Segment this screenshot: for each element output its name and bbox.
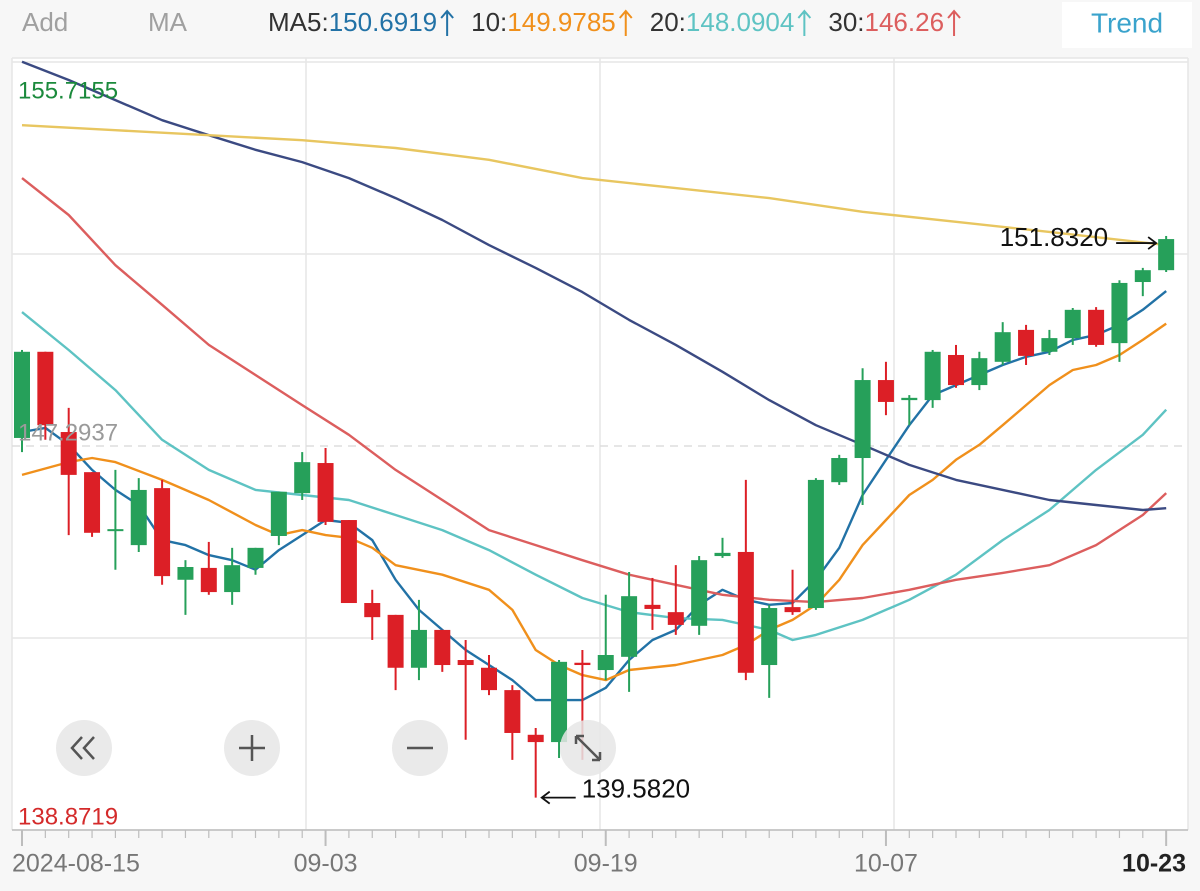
candle-body xyxy=(364,603,381,618)
candle-body xyxy=(737,551,754,673)
candle-body xyxy=(994,332,1011,362)
candle-body xyxy=(1111,282,1128,344)
candle-body xyxy=(807,479,824,609)
fullscreen-icon xyxy=(574,734,602,762)
labels: 138.8719 147.2937 155.7155 139.5820 151.8320 xyxy=(18,77,1158,830)
candle-body xyxy=(1088,309,1105,345)
candle-body xyxy=(551,661,568,743)
candle-body xyxy=(621,596,638,657)
ma-line xyxy=(21,60,1167,512)
candle-body xyxy=(948,354,964,386)
candle-body xyxy=(901,397,918,401)
legend-arrow xyxy=(618,9,633,36)
candle-body xyxy=(761,608,778,666)
last-arrow xyxy=(1116,236,1158,250)
x-tick-label: 09-03 xyxy=(294,850,358,878)
legend-arrow xyxy=(947,9,961,36)
candle-body xyxy=(84,472,101,533)
candle-body xyxy=(831,458,848,483)
candle-body xyxy=(410,629,427,668)
x-tick-label: 2024-08-15 xyxy=(12,850,140,878)
candle-body xyxy=(481,667,497,691)
controls xyxy=(56,720,616,776)
last-label: 151.8320 xyxy=(1000,222,1108,252)
candle-body xyxy=(200,567,217,593)
candle-body xyxy=(877,380,894,402)
candle-body xyxy=(1018,329,1035,356)
candle-body xyxy=(107,529,124,532)
candle-body xyxy=(37,351,54,426)
legend-arrow xyxy=(440,9,454,36)
ma-button[interactable]: MA xyxy=(148,7,188,37)
candle-body xyxy=(644,604,661,609)
candle-body xyxy=(971,358,988,386)
ma-line xyxy=(21,177,1168,604)
legend-arrow xyxy=(797,9,812,36)
candle-body xyxy=(504,690,521,733)
add-button[interactable]: Add xyxy=(22,7,68,37)
candle-body xyxy=(784,607,801,613)
y-tick-label: 147.2937 xyxy=(18,419,118,446)
candle-body xyxy=(340,520,357,604)
scroll-left-icon xyxy=(70,736,95,760)
y-tick-label: 138.8719 xyxy=(18,803,118,830)
candle-body xyxy=(434,629,451,666)
legend-value: 148.0904 xyxy=(686,7,794,37)
candle-body xyxy=(270,491,287,536)
candle-body xyxy=(924,351,941,401)
candle-body xyxy=(294,462,311,494)
low-label: 139.5820 xyxy=(582,773,690,803)
candle-body xyxy=(247,547,264,568)
x-tick-label: 10-07 xyxy=(854,850,918,878)
candle-body xyxy=(130,489,147,546)
candle-body xyxy=(1134,270,1151,283)
trend-button-bg[interactable] xyxy=(1062,2,1192,48)
y-tick-label: 155.7155 xyxy=(18,77,118,104)
candle-body xyxy=(317,463,334,522)
candle-body xyxy=(527,734,544,743)
legend-name: MA5: xyxy=(268,7,329,37)
candle-body xyxy=(1041,338,1058,352)
candle-body xyxy=(691,560,708,626)
candle-body xyxy=(177,566,194,580)
header: Add MA MA5: 150.6919 10: 149.9785 20: 148.090… xyxy=(22,2,1192,48)
ma-line xyxy=(21,124,1167,247)
legend-value: 149.9785 xyxy=(507,7,615,37)
candle-body xyxy=(714,552,731,557)
candle-body xyxy=(1158,239,1175,271)
candle-body xyxy=(14,351,30,438)
x-tick-label: 09-19 xyxy=(574,850,638,878)
candle-body xyxy=(154,488,171,577)
zoom-in-icon xyxy=(239,735,265,761)
candle-body xyxy=(854,380,871,459)
low-arrow xyxy=(540,790,576,805)
candle-body xyxy=(387,614,404,668)
candle-body xyxy=(667,612,684,625)
trend-button[interactable]: Trend xyxy=(1091,7,1163,38)
legend-value: 150.6919 xyxy=(329,7,437,37)
legend-name: 10: xyxy=(471,7,507,37)
legend-name: 20: xyxy=(650,7,686,37)
legend-name: 30: xyxy=(828,7,864,37)
x-axis: 2024-08-15 09-03 09-19 10-07 10-23 xyxy=(12,829,1188,878)
legend-value: 146.26 xyxy=(865,7,945,37)
candle-body xyxy=(597,654,614,671)
candle-body xyxy=(60,432,77,475)
x-tick-label: 10-23 xyxy=(1122,850,1186,878)
candle-body xyxy=(574,662,591,666)
candles xyxy=(14,235,1175,798)
candle-body xyxy=(1064,309,1081,339)
legend: MA5: 150.6919 10: 149.9785 20: 148.0904 30: 146… xyxy=(268,7,961,37)
candle-body xyxy=(224,565,241,593)
candle-body xyxy=(457,660,474,666)
